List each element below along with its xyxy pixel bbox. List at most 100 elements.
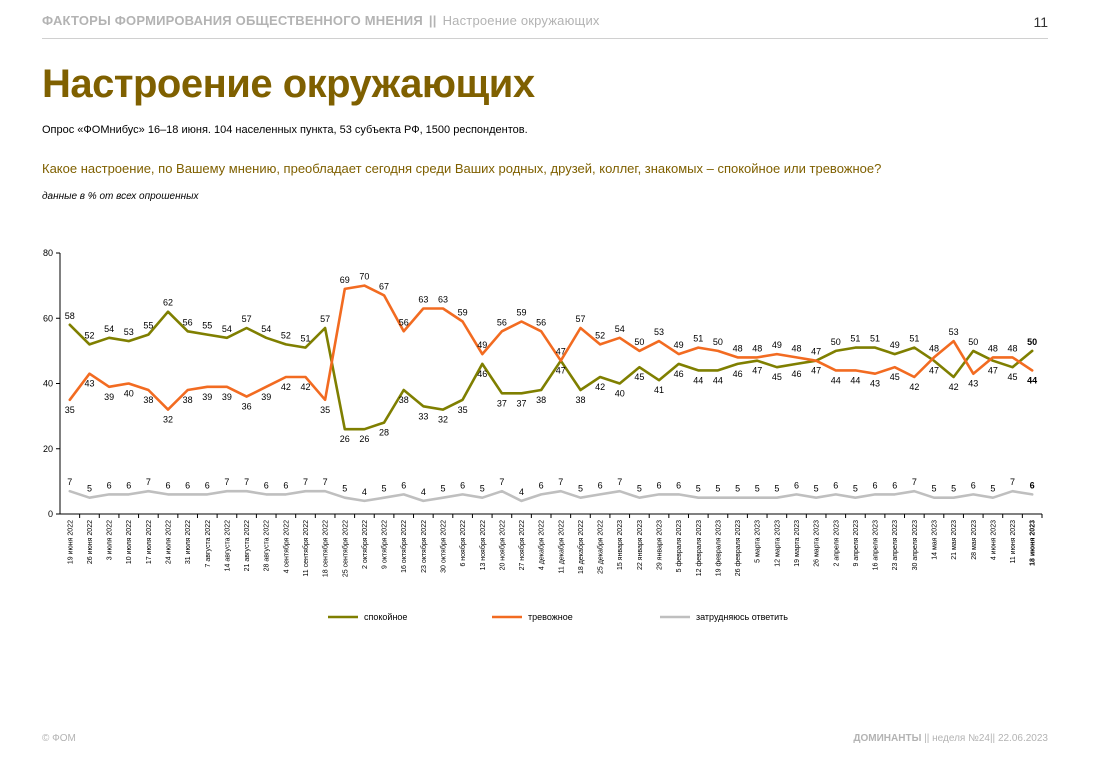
unsure-data-label: 6: [794, 480, 799, 490]
calm-data-label: 37: [517, 398, 527, 408]
unsure-data-label: 5: [951, 484, 956, 494]
anxious-data-label: 44: [1027, 375, 1037, 385]
anxious-data-label: 56: [399, 317, 409, 327]
x-tick-label: 2 октября 2022: [361, 520, 369, 569]
anxious-data-label: 42: [300, 382, 310, 392]
anxious-data-label: 42: [909, 382, 919, 392]
calm-data-label: 38: [399, 395, 409, 405]
anxious-data-label: 63: [438, 294, 448, 304]
unsure-data-label: 5: [755, 484, 760, 494]
calm-data-label: 45: [772, 372, 782, 382]
calm-data-label: 45: [634, 372, 644, 382]
unsure-data-label: 5: [735, 484, 740, 494]
anxious-data-label: 43: [968, 379, 978, 389]
footer-week: неделя №24: [932, 733, 990, 744]
unsure-data-label: 4: [421, 487, 426, 497]
anxious-data-label: 36: [242, 402, 252, 412]
x-tick-label: 18 июня 2023: [1030, 520, 1037, 566]
series-line-1: [68, 284, 1034, 411]
x-tick-label: 12 февраля 2023: [696, 520, 703, 576]
footer-brand: ДОМИНАНТЫ: [853, 733, 922, 744]
anxious-data-label: 39: [104, 392, 114, 402]
calm-data-label: 47: [988, 366, 998, 376]
x-tick-label: 26 февраля 2023: [735, 520, 742, 576]
unsure-data-label: 6: [657, 480, 662, 490]
unsure-data-label: 5: [715, 484, 720, 494]
unsure-data-label: 5: [814, 484, 819, 494]
calm-data-label: 58: [65, 311, 75, 321]
units-note: данные в % от всех опрошенных: [42, 191, 199, 202]
calm-data-label: 46: [477, 369, 487, 379]
anxious-data-label: 39: [202, 392, 212, 402]
x-tick-label: 10 июля 2022: [126, 520, 133, 564]
calm-data-label: 35: [458, 405, 468, 415]
unsure-data-label: 5: [637, 484, 642, 494]
unsure-data-label: 7: [323, 477, 328, 487]
calm-data-label: 56: [183, 317, 193, 327]
unsure-data-label: 6: [598, 480, 603, 490]
unsure-data-label: 4: [362, 487, 367, 497]
calm-data-label: 51: [850, 334, 860, 344]
unsure-data-label: 6: [126, 480, 131, 490]
x-tick-label: 14 мая 2023: [931, 520, 938, 560]
page-number: 11: [1033, 14, 1048, 30]
x-tick-label: 13 ноября 2022: [479, 520, 487, 571]
calm-data-label: 26: [359, 434, 369, 444]
calm-data-label: 47: [556, 347, 566, 357]
anxious-data-label: 53: [654, 327, 664, 337]
x-tick-label: 2 апреля 2023: [833, 520, 840, 567]
unsure-data-label: 7: [912, 477, 917, 487]
anxious-data-label: 51: [693, 334, 703, 344]
calm-data-label: 28: [379, 428, 389, 438]
anxious-data-label: 52: [595, 330, 605, 340]
anxious-data-label: 48: [791, 343, 801, 353]
anxious-data-label: 48: [752, 343, 762, 353]
x-tick-label: 26 июня 2022: [87, 520, 94, 564]
x-tick-label: 11 июня 2023: [1010, 520, 1017, 564]
x-tick-label: 4 июня 2023: [990, 520, 997, 560]
calm-data-label: 57: [242, 314, 252, 324]
unsure-data-label: 6: [676, 480, 681, 490]
calm-data-label: 51: [909, 334, 919, 344]
header-section-title: ФАКТОРЫ ФОРМИРОВАНИЯ ОБЩЕСТВЕННОГО МНЕНИ…: [42, 13, 423, 28]
anxious-data-label: 56: [536, 317, 546, 327]
x-tick-label: 21 августа 2022: [244, 520, 251, 571]
anxious-data-label: 35: [320, 405, 330, 415]
legend-label-0: спокойное: [364, 612, 407, 622]
header-separator: ||: [428, 13, 437, 28]
anxious-data-label: 35: [65, 405, 75, 415]
calm-data-label: 40: [615, 389, 625, 399]
calm-data-label: 47: [752, 366, 762, 376]
anxious-data-label: 38: [143, 395, 153, 405]
page-title: Настроение окружающих: [42, 62, 535, 106]
y-tick-label: 0: [48, 509, 53, 519]
calm-data-label: 41: [654, 385, 664, 395]
x-tick-label: 25 сентября 2022: [341, 520, 349, 577]
x-tick-label: 28 мая 2023: [971, 520, 978, 560]
anxious-data-label: 44: [850, 375, 860, 385]
header-topic: Настроение окружающих: [442, 13, 600, 28]
x-tick-label: 24 июля 2022: [166, 520, 173, 564]
anxious-data-label: 38: [183, 395, 193, 405]
anxious-data-label: 45: [890, 372, 900, 382]
survey-question: Какое настроение, по Вашему мнению, прео…: [42, 161, 882, 176]
anxious-data-label: 50: [713, 337, 723, 347]
footer-date: 22.06.2023: [997, 733, 1048, 744]
unsure-data-label: 7: [558, 477, 563, 487]
unsure-data-label: 6: [107, 480, 112, 490]
anxious-data-label: 47: [811, 366, 821, 376]
calm-data-label: 51: [870, 334, 880, 344]
x-tick-label: 20 ноября 2022: [498, 520, 506, 571]
footer-separator-2: ||: [989, 733, 996, 744]
anxious-data-label: 40: [124, 389, 134, 399]
calm-data-label: 46: [733, 369, 743, 379]
unsure-data-label: 6: [892, 480, 897, 490]
unsure-data-label: 7: [67, 477, 72, 487]
calm-data-label: 45: [1008, 372, 1018, 382]
unsure-data-label: 6: [264, 480, 269, 490]
x-tick-label: 25 декабря 2022: [597, 520, 605, 574]
unsure-data-label: 7: [303, 477, 308, 487]
calm-data-label: 47: [811, 347, 821, 357]
calm-data-label: 42: [595, 382, 605, 392]
